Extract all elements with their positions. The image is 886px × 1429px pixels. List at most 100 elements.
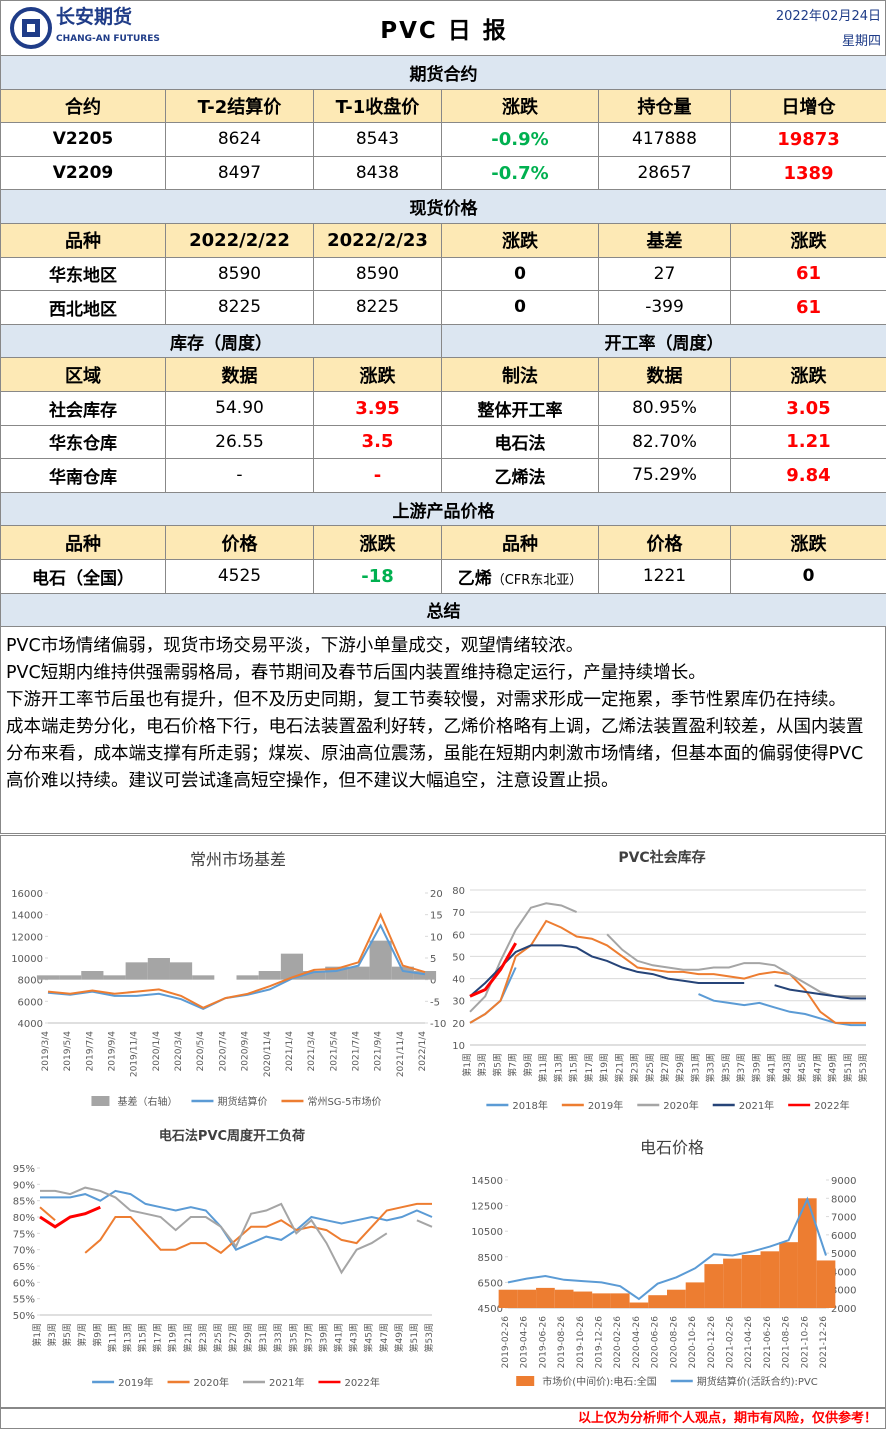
bar <box>779 1242 798 1308</box>
x-tick-label: 2021-04-26 <box>744 1316 754 1369</box>
x-tick-label: 第41周 <box>766 1053 778 1082</box>
y-tick-label: 50% <box>13 1311 35 1322</box>
x-tick-label: 2019/7/4 <box>85 1031 95 1072</box>
x-tick-label: 2019-04-26 <box>520 1316 530 1369</box>
bar <box>347 967 369 980</box>
x-tick-label: 第21周 <box>613 1053 625 1082</box>
y-tick-label: 8500 <box>478 1253 503 1264</box>
x-tick-label: 2019-02-26 <box>501 1316 511 1369</box>
table-cell: T-2结算价 <box>166 89 314 123</box>
bar <box>555 1290 574 1308</box>
y-tick-label: 10500 <box>471 1227 503 1238</box>
y-tick-label: 12000 <box>11 932 43 943</box>
x-tick-label: 第25周 <box>644 1053 656 1082</box>
bar <box>761 1251 780 1308</box>
bar <box>536 1288 555 1308</box>
x-tick-label: 第53周 <box>423 1323 435 1352</box>
y-tick-label: 6500 <box>478 1278 503 1289</box>
x-tick-label: 第23周 <box>197 1323 209 1352</box>
bar <box>723 1259 742 1308</box>
x-tick-label: 第5周 <box>61 1323 73 1347</box>
x-tick-label: 2021-12-26 <box>819 1316 829 1369</box>
y-tick-label: 90% <box>13 1180 35 1191</box>
bar <box>126 962 148 979</box>
x-tick-label: 第35周 <box>720 1053 732 1082</box>
x-tick-label: 第15周 <box>568 1053 580 1082</box>
table-cell: V2205 <box>1 123 166 157</box>
bar <box>59 975 81 979</box>
table-cell: -399 <box>599 291 731 325</box>
table-cell: 涨跌 <box>731 223 886 257</box>
x-tick-label: 第9周 <box>91 1323 103 1347</box>
paragraph: 下游开工率节后虽也有提升，但不及历史同期，复工节奏较慢，对需求形成一定拖累，季节… <box>6 687 880 714</box>
x-tick-label: 第43周 <box>781 1053 793 1082</box>
weekday: 星期四 <box>842 34 881 49</box>
x-tick-label: 第13周 <box>552 1053 564 1082</box>
table-cell: 开工率（周度） <box>442 324 886 358</box>
table-row: 区域数据涨跌制法数据涨跌 <box>1 358 886 392</box>
x-tick-label: 2019/9/4 <box>108 1031 118 1072</box>
bar <box>686 1282 705 1308</box>
x-tick-label: 第47周 <box>378 1323 390 1352</box>
y-tick-label: 40 <box>452 975 465 986</box>
table-cell: 3.95 <box>314 391 442 425</box>
x-tick-label: 第49周 <box>827 1053 839 1082</box>
table-cell: 2022/2/22 <box>166 223 314 257</box>
table-cell: 持仓量 <box>599 89 731 123</box>
table-cell: 8438 <box>314 156 442 190</box>
table-cell: 合约 <box>1 89 166 123</box>
table-cell: 8497 <box>166 156 314 190</box>
table-cell: 乙烯法 <box>442 459 599 493</box>
x-tick-label: 2019/11/4 <box>130 1031 140 1077</box>
bar <box>630 1303 649 1308</box>
y2-tick-label: 15 <box>430 911 443 922</box>
y-tick-label: 6000 <box>18 997 43 1008</box>
table-cell: 8543 <box>314 123 442 157</box>
date: 2022年02月24日 <box>776 9 881 24</box>
y-tick-label: 80 <box>452 886 465 897</box>
table-cell: 27 <box>599 257 731 291</box>
table-cell: 8590 <box>166 257 314 291</box>
bar <box>648 1295 667 1308</box>
table-cell: V2209 <box>1 156 166 190</box>
legend-label: 常州SG-5市场价 <box>307 1095 381 1108</box>
x-tick-label: 第51周 <box>408 1323 420 1352</box>
table-cell: 3.05 <box>731 391 886 425</box>
y-tick-label: 14500 <box>471 1176 503 1187</box>
x-tick-label: 2019-12-26 <box>595 1316 605 1369</box>
bar <box>573 1292 592 1308</box>
table-cell: 涨跌 <box>731 358 886 392</box>
x-tick-label: 第29周 <box>242 1323 254 1352</box>
x-tick-label: 第25周 <box>212 1323 224 1352</box>
x-tick-label: 第39周 <box>750 1053 762 1082</box>
table-row: 品种价格涨跌品种价格涨跌 <box>1 526 886 560</box>
y-tick-label: 85% <box>13 1197 35 1208</box>
legend-label: 市场价(中间价):电石:全国 <box>542 1375 657 1388</box>
table-cell: 价格 <box>599 526 731 560</box>
x-tick-label: 第3周 <box>476 1053 488 1077</box>
table-cell: 0 <box>442 291 599 325</box>
table-cell: 80.95% <box>599 391 731 425</box>
x-tick-label: 第43周 <box>348 1323 360 1352</box>
y-tick-label: 20 <box>452 1019 465 1030</box>
table-row: 库存（周度）开工率（周度） <box>1 324 886 358</box>
chart-title: 常州市场基差 <box>190 850 286 869</box>
table-cell: 品种 <box>1 526 166 560</box>
y2-tick-label: 6000 <box>831 1231 856 1242</box>
x-tick-label: 第17周 <box>583 1053 595 1082</box>
x-tick-label: 2020/7/4 <box>218 1031 228 1072</box>
table-cell: T-1收盘价 <box>314 89 442 123</box>
legend-label: 2018年 <box>512 1099 547 1112</box>
x-tick-label: 2020-08-26 <box>669 1316 679 1369</box>
y2-tick-label: -5 <box>430 997 440 1008</box>
table-cell: 涨跌 <box>314 358 442 392</box>
bar <box>170 962 192 979</box>
x-tick-label: 第11周 <box>106 1323 118 1352</box>
charts: 常州市场基差40006000800010000120001400016000-1… <box>0 835 886 1408</box>
table-cell: 0 <box>442 257 599 291</box>
y2-tick-label: -10 <box>430 1019 446 1030</box>
